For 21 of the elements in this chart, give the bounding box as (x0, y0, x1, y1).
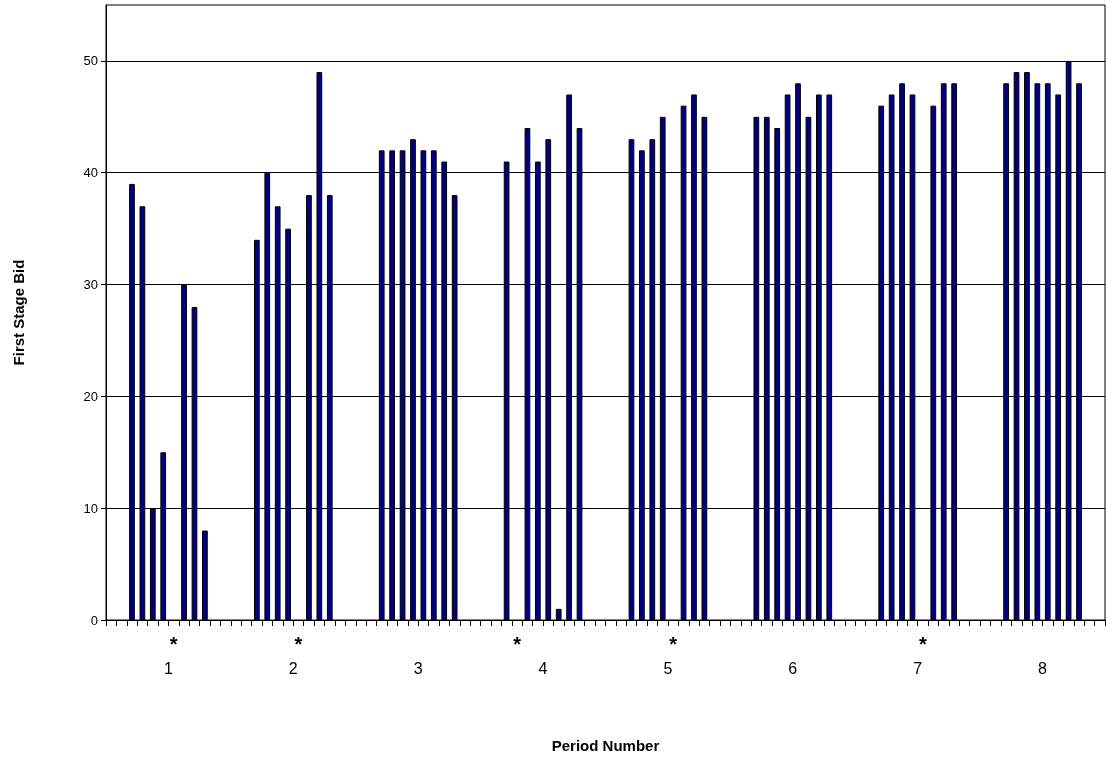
text: * (669, 633, 678, 655)
x-tick-label: 2 (288, 659, 298, 677)
x-tick-label: 4 (538, 659, 548, 677)
x-tick-label: 6 (788, 659, 798, 677)
text: * (918, 633, 927, 655)
y-tick-label: 0 (90, 612, 98, 628)
x-tick-label: 5 (663, 659, 673, 677)
text: * (294, 633, 303, 655)
x-axis-title: Period Number (551, 737, 660, 754)
y-tick-label: 30 (83, 277, 98, 293)
x-tick-label: 3 (413, 659, 423, 677)
y-axis-title: First Stage Bid (10, 259, 27, 366)
x-tick-label: 8 (1038, 659, 1048, 677)
x-tick-label: 1 (163, 659, 173, 677)
y-tick-label: 20 (83, 388, 98, 404)
x-tick-label: 7 (913, 659, 923, 677)
text: * (513, 633, 522, 655)
y-tick-label: 40 (83, 165, 98, 181)
text: * (169, 633, 178, 655)
y-tick-label: 10 (83, 500, 98, 516)
y-tick-label: 50 (83, 53, 98, 69)
